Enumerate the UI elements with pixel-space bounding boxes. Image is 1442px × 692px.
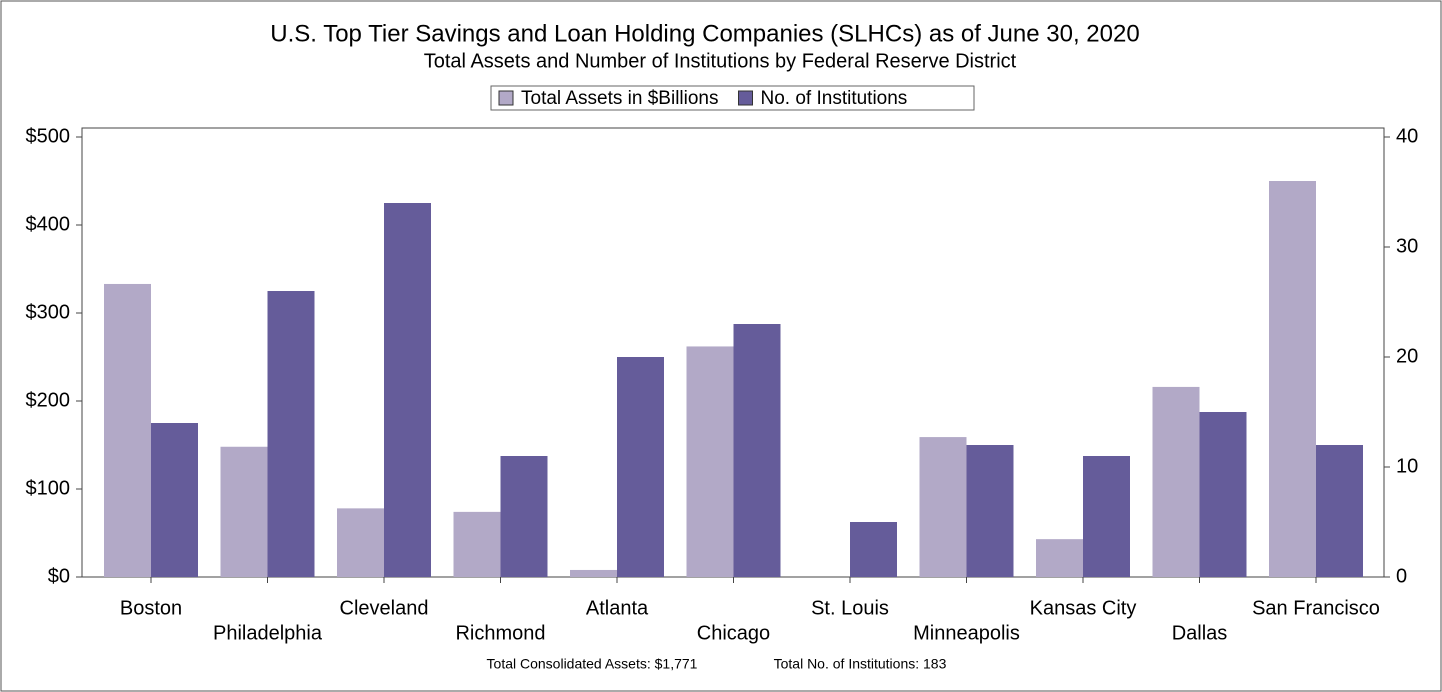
bar [919,437,967,577]
x-tick-label: St. Louis [811,597,889,619]
y2-tick-label: 40 [1396,125,1418,147]
annotation: Total No. of Institutions: 183 [774,656,947,672]
y2-tick-label: 10 [1396,455,1418,477]
bar [733,324,781,577]
bar [384,203,431,577]
y-tick-label: $200 [26,389,71,411]
bar [337,508,384,577]
bar [1199,412,1247,577]
y-tick-label: $400 [26,213,71,235]
chart-subtitle: Total Assets and Number of Institutions … [424,50,1017,72]
y-tick-label: $500 [26,125,71,147]
x-tick-label: San Francisco [1252,597,1380,619]
legend-label: No. of Institutions [761,88,908,109]
x-tick-label: Cleveland [340,597,429,619]
y-tick-label: $0 [48,565,70,587]
x-tick-label: Atlanta [586,597,649,619]
bar [570,569,617,577]
bar [104,283,151,577]
annotation: Total Consolidated Assets: $1,771 [487,656,698,672]
y-tick-label: $100 [26,477,71,499]
bar [151,423,198,577]
bar [966,445,1014,577]
y2-tick-label: 0 [1396,565,1407,587]
x-tick-label: Chicago [697,622,770,644]
x-tick-label: Philadelphia [213,622,323,644]
bar [850,522,897,577]
y2-tick-label: 30 [1396,235,1418,257]
legend-swatch [498,90,514,106]
legend-box [490,85,975,111]
bar [686,346,734,577]
chart-title: U.S. Top Tier Savings and Loan Holding C… [270,20,1139,47]
x-tick-label: Boston [120,597,182,619]
bar [220,446,268,577]
bar [1152,386,1200,577]
y2-tick-label: 20 [1396,345,1418,367]
bar [267,291,315,577]
x-tick-label: Dallas [1172,622,1228,644]
bar [1036,539,1083,577]
x-tick-label: Richmond [455,622,545,644]
bar [1269,181,1316,577]
bar [1316,445,1363,577]
x-tick-label: Minneapolis [913,622,1020,644]
legend-label: Total Assets in $Billions [521,88,719,109]
y-tick-label: $300 [26,301,71,323]
x-tick-label: Kansas City [1030,597,1137,619]
bar [500,456,548,577]
bar [1083,456,1130,577]
bar [453,511,501,577]
bar [617,357,664,577]
legend-swatch [738,90,753,106]
